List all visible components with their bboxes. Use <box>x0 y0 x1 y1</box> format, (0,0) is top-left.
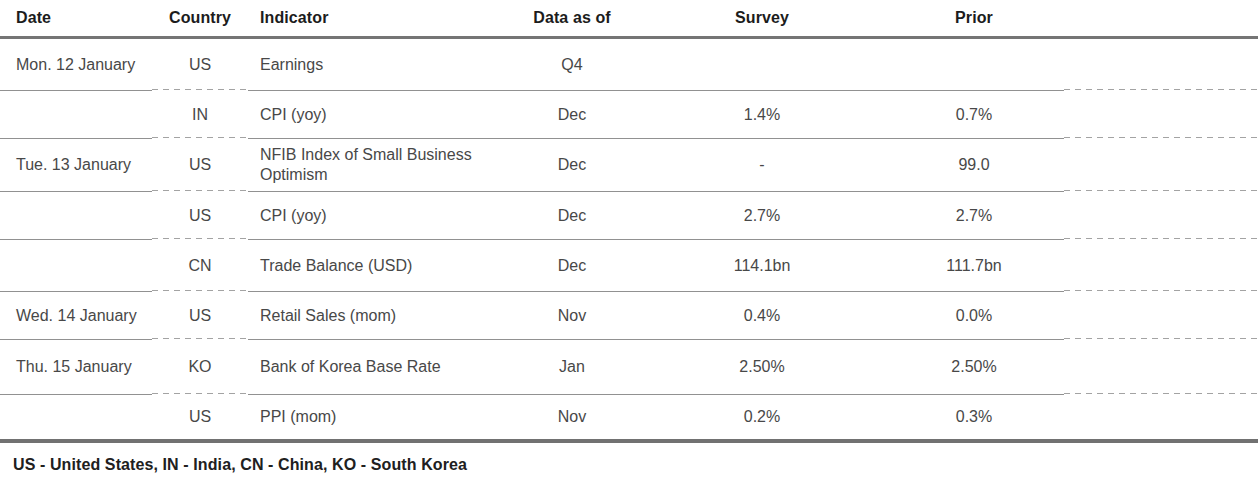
cell-date: Thu. 15 January <box>0 340 152 395</box>
column-header-spacer <box>1064 0 1258 39</box>
table-row: Tue. 13 January US NFIB Index of Small B… <box>0 139 1258 192</box>
cell-indicator: PPI (mom) <box>248 395 480 443</box>
cell-data-as-of: Jan <box>480 340 676 395</box>
cell-spacer <box>1064 240 1258 292</box>
cell-country: IN <box>152 91 248 139</box>
cell-survey: 0.4% <box>676 292 854 340</box>
cell-prior: 2.7% <box>854 192 1064 240</box>
cell-prior: 0.0% <box>854 292 1064 340</box>
table-row: US PPI (mom) Nov 0.2% 0.3% <box>0 395 1258 443</box>
country-legend-footnote: US - United States, IN - India, CN - Chi… <box>0 443 1258 474</box>
cell-indicator: Trade Balance (USD) <box>248 240 480 292</box>
column-header-indicator: Indicator <box>248 0 480 39</box>
cell-date: Mon. 12 January <box>0 39 152 91</box>
economic-calendar-table: Date Country Indicator Data as of Survey… <box>0 0 1258 443</box>
cell-prior: 2.50% <box>854 340 1064 395</box>
table-header-row: Date Country Indicator Data as of Survey… <box>0 0 1258 39</box>
cell-prior: 0.3% <box>854 395 1064 443</box>
cell-country: US <box>152 39 248 91</box>
cell-date <box>0 240 152 292</box>
cell-spacer <box>1064 139 1258 192</box>
cell-prior: 99.0 <box>854 139 1064 192</box>
cell-survey: 2.7% <box>676 192 854 240</box>
cell-spacer <box>1064 292 1258 340</box>
column-header-data-as-of: Data as of <box>480 0 676 39</box>
column-header-prior: Prior <box>854 0 1064 39</box>
table-row: Thu. 15 January KO Bank of Korea Base Ra… <box>0 340 1258 395</box>
column-header-date: Date <box>0 0 152 39</box>
cell-spacer <box>1064 192 1258 240</box>
column-header-country: Country <box>152 0 248 39</box>
cell-indicator: CPI (yoy) <box>248 91 480 139</box>
column-header-survey: Survey <box>676 0 854 39</box>
cell-survey: 114.1bn <box>676 240 854 292</box>
table-row: Wed. 14 January US Retail Sales (mom) No… <box>0 292 1258 340</box>
cell-country: CN <box>152 240 248 292</box>
cell-data-as-of: Dec <box>480 192 676 240</box>
cell-date: Wed. 14 January <box>0 292 152 340</box>
economic-calendar: Date Country Indicator Data as of Survey… <box>0 0 1258 474</box>
cell-indicator: CPI (yoy) <box>248 192 480 240</box>
cell-spacer <box>1064 39 1258 91</box>
cell-date <box>0 395 152 443</box>
cell-survey: 2.50% <box>676 340 854 395</box>
cell-survey: - <box>676 139 854 192</box>
cell-data-as-of: Nov <box>480 292 676 340</box>
cell-country: KO <box>152 340 248 395</box>
cell-date <box>0 91 152 139</box>
cell-country: US <box>152 395 248 443</box>
cell-prior <box>854 39 1064 91</box>
cell-indicator: Bank of Korea Base Rate <box>248 340 480 395</box>
cell-data-as-of: Q4 <box>480 39 676 91</box>
cell-prior: 111.7bn <box>854 240 1064 292</box>
cell-data-as-of: Nov <box>480 395 676 443</box>
cell-date <box>0 192 152 240</box>
cell-survey: 0.2% <box>676 395 854 443</box>
cell-country: US <box>152 292 248 340</box>
cell-prior: 0.7% <box>854 91 1064 139</box>
cell-country: US <box>152 139 248 192</box>
cell-survey: 1.4% <box>676 91 854 139</box>
table-row: US CPI (yoy) Dec 2.7% 2.7% <box>0 192 1258 240</box>
cell-data-as-of: Dec <box>480 91 676 139</box>
table-row: Mon. 12 January US Earnings Q4 <box>0 39 1258 91</box>
cell-spacer <box>1064 340 1258 395</box>
cell-data-as-of: Dec <box>480 240 676 292</box>
cell-survey <box>676 39 854 91</box>
cell-indicator: NFIB Index of Small Business Optimism <box>248 139 480 192</box>
cell-spacer <box>1064 91 1258 139</box>
cell-data-as-of: Dec <box>480 139 676 192</box>
cell-indicator: Earnings <box>248 39 480 91</box>
cell-date: Tue. 13 January <box>0 139 152 192</box>
cell-spacer <box>1064 395 1258 443</box>
table-row: IN CPI (yoy) Dec 1.4% 0.7% <box>0 91 1258 139</box>
cell-indicator: Retail Sales (mom) <box>248 292 480 340</box>
cell-country: US <box>152 192 248 240</box>
table-row: CN Trade Balance (USD) Dec 114.1bn 111.7… <box>0 240 1258 292</box>
